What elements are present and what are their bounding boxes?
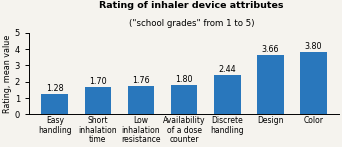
Bar (41, 93, 68, 114)
Text: Rating of inhaler device attributes: Rating of inhaler device attributes (99, 1, 284, 10)
Bar (214, 75, 240, 114)
Bar (300, 52, 327, 114)
Text: 2.44: 2.44 (219, 65, 236, 74)
Text: 1.76: 1.76 (132, 76, 150, 85)
Bar (257, 55, 284, 114)
Text: 3.66: 3.66 (262, 45, 279, 54)
Text: 1.80: 1.80 (175, 75, 193, 84)
Text: 3.80: 3.80 (305, 42, 322, 51)
Bar (171, 85, 197, 114)
Y-axis label: Rating, mean value: Rating, mean value (3, 34, 12, 113)
Text: ("school grades" from 1 to 5): ("school grades" from 1 to 5) (129, 19, 254, 28)
Bar (128, 86, 154, 114)
Bar (84, 87, 111, 114)
Text: 1.28: 1.28 (46, 83, 64, 93)
Text: 1.70: 1.70 (89, 77, 107, 86)
